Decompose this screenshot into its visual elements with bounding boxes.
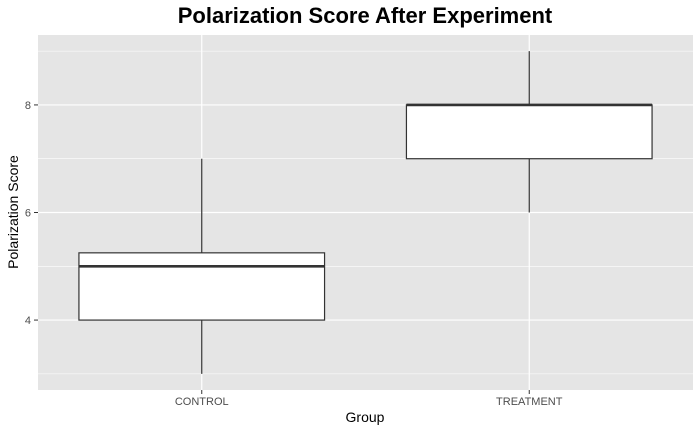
box-control: [78, 158, 326, 374]
y-tick-label: 6: [25, 208, 31, 220]
box-treatment: [405, 51, 653, 213]
y-tick-label: 8: [25, 100, 31, 112]
box-iqr: [78, 252, 326, 321]
boxes-layer: [78, 51, 653, 374]
x-tick-label: TREATMENT: [496, 396, 563, 408]
y-tick-label: 4: [25, 315, 31, 327]
x-tick-label: CONTROL: [175, 396, 229, 408]
x-axis: CONTROL TREATMENT: [175, 390, 563, 408]
box-iqr: [405, 104, 653, 160]
y-axis-title: Polarization Score: [5, 155, 21, 269]
x-axis-title: Group: [346, 409, 385, 425]
chart-title: Polarization Score After Experiment: [178, 3, 553, 28]
y-axis: 4 6 8: [25, 100, 38, 327]
